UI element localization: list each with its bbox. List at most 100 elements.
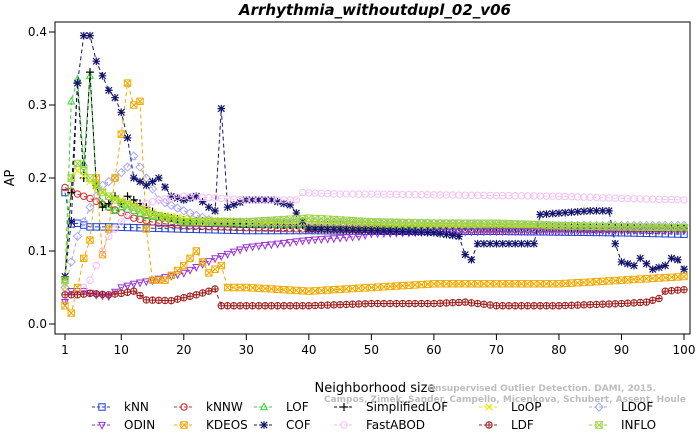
- data-point: [98, 247, 107, 255]
- data-point: [223, 203, 232, 211]
- legend-item-ldof: LDOF: [589, 400, 653, 414]
- data-point: [67, 309, 75, 317]
- data-point: [142, 278, 151, 287]
- data-point: [680, 265, 688, 274]
- data-point: [373, 226, 382, 235]
- legend-marker: [485, 403, 493, 411]
- data-point: [555, 209, 563, 217]
- data-point: [655, 294, 663, 303]
- data-point: [473, 299, 482, 308]
- data-point: [167, 212, 175, 220]
- data-point: [117, 108, 126, 117]
- data-point: [598, 207, 607, 215]
- data-point: [80, 192, 88, 200]
- legend-item-fastabod: FastABOD: [334, 418, 425, 432]
- data-point: [161, 276, 169, 284]
- legend-label: INFLO: [621, 418, 656, 432]
- data-point: [386, 299, 394, 308]
- data-point: [630, 299, 638, 307]
- data-point: [548, 209, 557, 218]
- data-point: [580, 301, 588, 309]
- data-point: [111, 288, 120, 297]
- data-point: [492, 239, 501, 248]
- data-point: [129, 280, 138, 289]
- data-point: [236, 302, 244, 310]
- data-point: [423, 228, 432, 237]
- data-point: [110, 173, 120, 183]
- data-point: [86, 236, 94, 244]
- data-point: [655, 263, 663, 272]
- series-simplifiedlof: [61, 68, 688, 281]
- x-tick-label: 50: [364, 343, 379, 357]
- data-point: [67, 218, 76, 226]
- data-point: [79, 158, 88, 167]
- data-point: [323, 235, 332, 244]
- data-point: [298, 188, 307, 197]
- data-point: [123, 79, 132, 87]
- data-point: [148, 296, 157, 304]
- data-point: [430, 299, 438, 308]
- data-point: [229, 248, 238, 257]
- data-point: [298, 302, 307, 310]
- data-point: [311, 301, 319, 310]
- data-point: [105, 232, 113, 241]
- data-point: [123, 192, 132, 201]
- data-point: [117, 208, 125, 217]
- data-point: [455, 232, 463, 241]
- data-point: [267, 196, 276, 204]
- data-point: [223, 250, 232, 259]
- data-point: [342, 226, 351, 234]
- legend-marker: [594, 421, 604, 429]
- data-point: [680, 286, 688, 294]
- data-point: [86, 68, 95, 77]
- data-point: [355, 226, 363, 235]
- y-tick-label: 0.1: [28, 244, 47, 258]
- data-point: [536, 302, 544, 310]
- data-point: [167, 297, 175, 305]
- x-tick-label: 10: [114, 343, 129, 357]
- data-point: [98, 72, 107, 80]
- data-point: [86, 31, 94, 40]
- data-point: [236, 246, 245, 255]
- data-point: [436, 299, 444, 307]
- data-point: [267, 241, 276, 250]
- x-axis-label: Neighborhood size: [315, 381, 436, 396]
- data-point: [336, 301, 344, 309]
- data-point: [111, 205, 120, 214]
- data-point: [398, 227, 407, 236]
- data-point: [142, 225, 150, 233]
- data-point: [405, 228, 413, 236]
- data-point: [442, 230, 451, 239]
- data-point: [217, 253, 226, 262]
- data-point: [123, 282, 132, 291]
- data-point: [205, 269, 213, 277]
- data-point: [167, 271, 175, 280]
- data-point: [617, 258, 626, 266]
- data-point: [116, 167, 126, 178]
- data-point: [480, 300, 488, 308]
- data-point: [530, 302, 538, 310]
- data-point: [192, 291, 201, 299]
- legend-marker: [340, 403, 348, 411]
- data-point: [411, 228, 419, 236]
- data-point: [204, 258, 213, 267]
- data-point: [67, 291, 75, 299]
- data-point: [417, 228, 426, 237]
- data-point: [111, 225, 119, 233]
- data-point: [598, 227, 607, 236]
- data-point: [61, 302, 69, 310]
- data-point: [154, 275, 163, 284]
- ticks-layer: 1 10 20 30 40 50 60 70 80 90 100 0.0 0.1 0.2 0.3 0.4: [28, 25, 696, 357]
- data-point: [505, 239, 513, 248]
- data-point: [674, 286, 682, 294]
- legend-item-lof: LOF: [254, 400, 309, 414]
- data-point: [461, 250, 469, 259]
- data-point: [642, 298, 651, 306]
- data-point: [305, 302, 313, 310]
- data-point: [142, 296, 150, 304]
- data-point: [448, 231, 457, 240]
- data-point: [411, 299, 419, 308]
- data-point: [667, 254, 676, 263]
- legend-item-loop: LoOP: [479, 400, 542, 414]
- data-point: [561, 208, 570, 217]
